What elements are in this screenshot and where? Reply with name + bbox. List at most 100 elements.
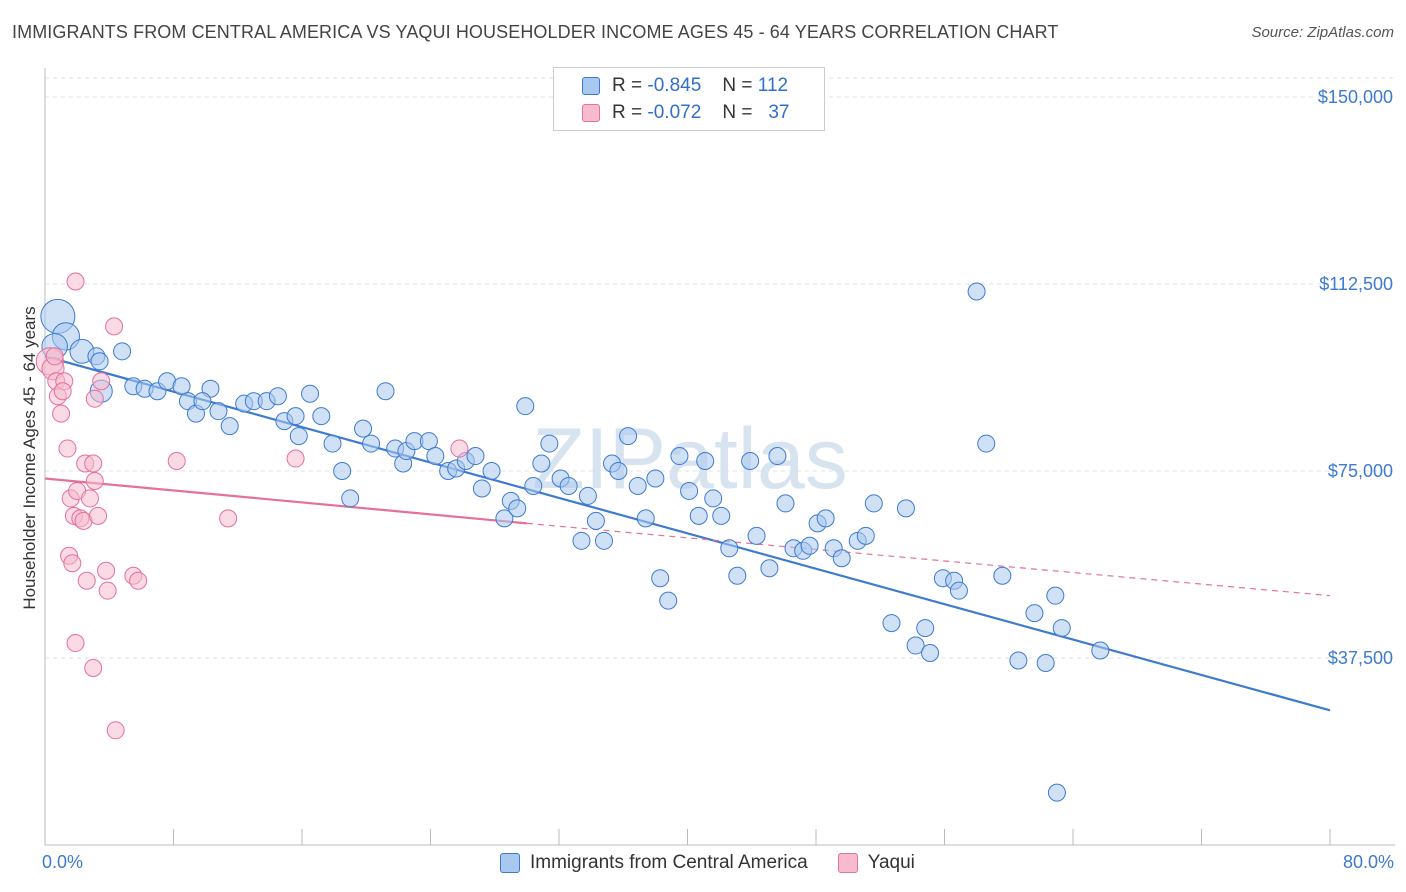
blue-data-point bbox=[540, 434, 559, 453]
blue-data-point bbox=[680, 481, 699, 500]
data-points bbox=[35, 272, 1110, 802]
blue-data-point bbox=[559, 476, 578, 495]
chart-title: IMMIGRANTS FROM CENTRAL AMERICA VS YAQUI… bbox=[12, 22, 1059, 42]
blue-data-point bbox=[524, 476, 543, 495]
blue-data-point bbox=[712, 506, 731, 525]
blue-data-point bbox=[90, 352, 109, 371]
legend-r-label: R = bbox=[612, 75, 643, 96]
pink-data-point bbox=[63, 554, 82, 573]
blue-data-point bbox=[776, 494, 795, 513]
gridlines bbox=[45, 77, 1395, 659]
blue-data-point bbox=[289, 427, 308, 446]
blue-data-point bbox=[1091, 641, 1110, 660]
blue-data-point bbox=[704, 489, 723, 508]
blue-data-point bbox=[949, 581, 968, 600]
blue-data-point bbox=[921, 644, 940, 663]
blue-data-point bbox=[301, 384, 320, 403]
x-min-label: 0.0% bbox=[42, 852, 84, 872]
legend-r-value: -0.845 bbox=[647, 75, 702, 96]
blue-data-point bbox=[572, 531, 591, 550]
blue-data-point bbox=[728, 566, 747, 585]
legend-swatch-pink bbox=[582, 104, 600, 122]
blue-data-point bbox=[341, 489, 360, 508]
pink-data-point bbox=[286, 449, 305, 468]
blue-data-point bbox=[760, 559, 779, 578]
blue-data-point bbox=[670, 447, 689, 466]
pink-data-point bbox=[45, 347, 64, 366]
pink-data-point bbox=[167, 452, 186, 471]
blue-data-point bbox=[646, 469, 665, 488]
blue-data-point bbox=[628, 476, 647, 495]
y-tick-label: $37,500 bbox=[1328, 648, 1393, 668]
blue-data-point bbox=[193, 392, 212, 411]
blue-data-point bbox=[636, 509, 655, 528]
blue-data-point bbox=[426, 447, 445, 466]
blue-data-point bbox=[209, 402, 228, 421]
blue-data-point bbox=[659, 591, 678, 610]
blue-data-point bbox=[113, 342, 132, 361]
pink-data-point bbox=[219, 509, 238, 528]
blue-data-point bbox=[916, 619, 935, 638]
pink-data-point bbox=[450, 439, 469, 458]
blue-data-point bbox=[1047, 783, 1066, 802]
blue-data-point bbox=[516, 397, 535, 416]
pink-data-point bbox=[80, 489, 99, 508]
pink-data-point bbox=[129, 571, 148, 590]
legend-n-label: N = bbox=[722, 102, 753, 123]
blue-data-point bbox=[323, 434, 342, 453]
blue-data-point bbox=[741, 452, 760, 471]
legend-row-pink: R = -0.072 N = 37 bbox=[582, 100, 789, 126]
blue-data-point bbox=[472, 479, 491, 498]
pink-data-point bbox=[53, 382, 72, 401]
y-tick-label: $150,000 bbox=[1318, 87, 1393, 107]
blue-data-point bbox=[362, 434, 381, 453]
source-label: Source: ZipAtlas.com bbox=[1251, 24, 1394, 41]
series-legend: Immigrants from Central America Yaqui bbox=[500, 852, 945, 874]
pink-data-point bbox=[98, 581, 117, 600]
blue-data-point bbox=[1046, 586, 1065, 605]
blue-data-point bbox=[508, 499, 527, 518]
blue-data-point bbox=[882, 614, 901, 633]
pink-data-point bbox=[85, 471, 104, 490]
y-axis-label: Householder Income Ages 45 - 64 years bbox=[20, 306, 39, 609]
blue-data-point bbox=[896, 499, 915, 518]
blue-data-point bbox=[906, 636, 925, 655]
pink-trend-extension bbox=[526, 522, 1331, 597]
blue-data-point bbox=[609, 462, 628, 480]
legend-n-label: N = bbox=[722, 75, 753, 96]
blue-data-point bbox=[689, 506, 708, 525]
legend-r-label: R = bbox=[612, 102, 643, 123]
trend-lines bbox=[44, 355, 1331, 712]
pink-data-point bbox=[84, 658, 103, 677]
legend-n-value: 37 bbox=[768, 102, 790, 123]
blue-trend-line bbox=[44, 355, 1331, 712]
pink-data-point bbox=[84, 454, 103, 473]
blue-data-point bbox=[800, 536, 819, 555]
blue-data-point bbox=[220, 417, 239, 436]
blue-data-point bbox=[651, 569, 670, 588]
blue-data-point bbox=[696, 452, 715, 471]
pink-data-point bbox=[106, 721, 125, 740]
blue-data-point bbox=[376, 382, 395, 401]
pink-data-point bbox=[52, 404, 71, 423]
series-legend-pink: Yaqui bbox=[837, 852, 915, 874]
pink-data-point bbox=[66, 634, 85, 653]
x-max-label: 80.0% bbox=[1342, 852, 1394, 872]
blue-data-point bbox=[466, 447, 485, 466]
blue-data-point bbox=[312, 407, 331, 426]
blue-data-point bbox=[419, 432, 438, 451]
correlation-legend: R = -0.845 N = 112 R = -0.072 N = 37 bbox=[553, 67, 825, 131]
y-tick-label: $112,500 bbox=[1319, 274, 1393, 294]
blue-data-point bbox=[354, 419, 373, 438]
blue-data-point bbox=[532, 454, 551, 473]
pink-data-point bbox=[105, 317, 124, 336]
blue-data-point bbox=[268, 387, 287, 406]
blue-data-point bbox=[594, 531, 613, 550]
pink-data-point bbox=[66, 272, 85, 291]
blue-data-point bbox=[586, 511, 605, 530]
legend-n-value: 112 bbox=[757, 75, 789, 96]
blue-data-point bbox=[768, 447, 787, 466]
y-tick-labels: $37,500 $75,000 $112,500 $150,000 bbox=[1318, 87, 1393, 668]
pink-data-point bbox=[97, 561, 116, 580]
legend-swatch-blue bbox=[582, 77, 600, 95]
